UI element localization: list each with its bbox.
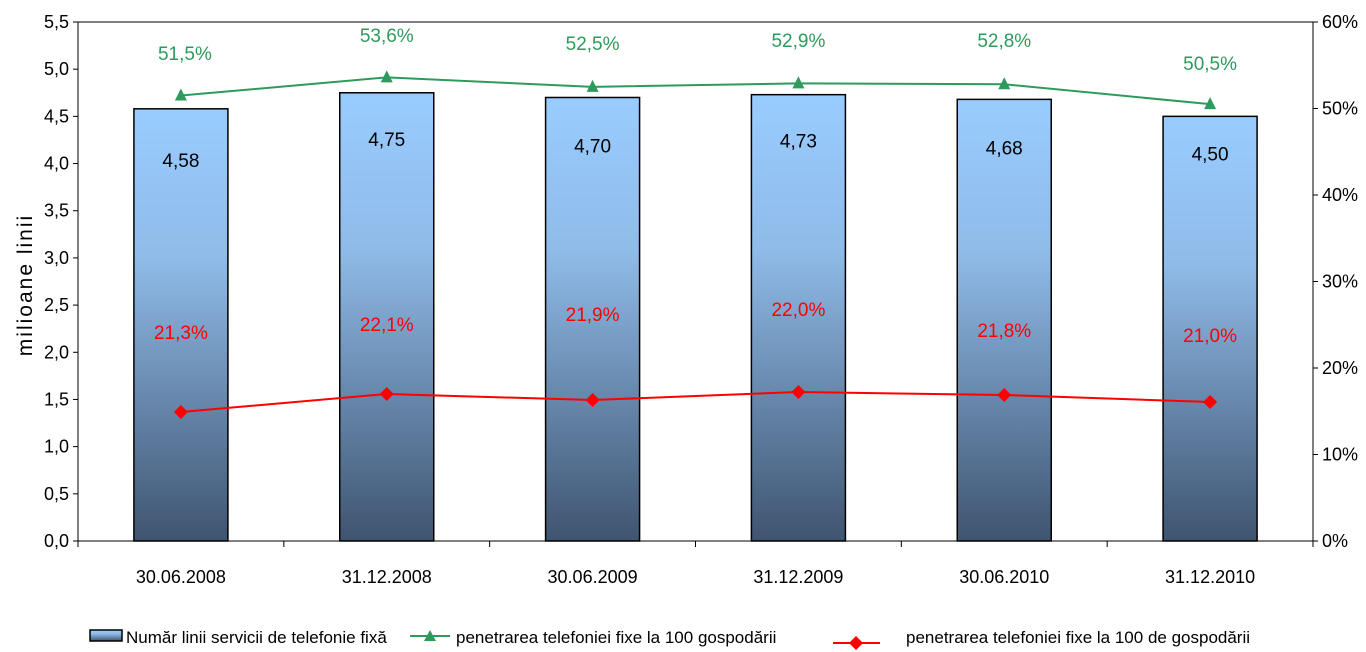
bar-value-label: 4,73 (780, 132, 817, 153)
legend: Număr linii servicii de telefonie fixă p… (89, 628, 1250, 650)
green-value-label: 52,9% (771, 31, 825, 52)
bar (339, 92, 435, 542)
line-series-red (180, 390, 1211, 413)
bar-value-label: 4,58 (162, 151, 199, 172)
y-axis-label: milioane linii (14, 214, 37, 356)
green-value-label: 50,5% (1183, 54, 1237, 75)
red-value-label: 21,8% (977, 321, 1031, 342)
legend-item-bars: Număr linii servicii de telefonie fixă (89, 628, 387, 647)
green-value-label: 53,6% (360, 26, 414, 47)
y-tick-label: 3,0 (44, 248, 69, 268)
y-tick-label: 5,5 (44, 12, 69, 32)
y2-tick-label: 60% (1322, 12, 1358, 32)
red-value-label: 21,3% (154, 323, 208, 344)
x-tick-label: 31.12.2009 (753, 567, 843, 587)
diamond-marker (1203, 395, 1218, 409)
legend-item-red-line: penetrarea telefoniei fixe la 100 de gos… (833, 628, 1250, 650)
x-tick-label: 30.06.2009 (548, 567, 638, 587)
y-tick-label: 0,5 (44, 484, 69, 504)
diamond-marker (585, 393, 600, 407)
bar (544, 96, 641, 542)
y2-tick-label: 40% (1322, 185, 1358, 205)
x-tick-label: 31.12.2010 (1165, 567, 1255, 587)
bar-value-label: 4,68 (986, 138, 1023, 159)
legend-item-green-line: penetrarea telefoniei fixe la 100 gospod… (410, 628, 776, 647)
triangle-marker (380, 70, 393, 83)
red-value-label: 21,9% (566, 305, 620, 326)
x-tick-label: 31.12.2008 (342, 567, 432, 587)
red-value-label: 22,1% (360, 315, 414, 336)
plot-area: 0,0 0,5 1,0 1,5 2,0 2,5 3,0 3,5 4,0 4,5 5,0 5,5 0% 10… (44, 12, 1358, 587)
y-tick-label: 2,0 (44, 342, 69, 362)
y-tick-label: 1,5 (44, 389, 69, 409)
bar-value-label: 4,75 (368, 130, 405, 151)
y2-tick-label: 30% (1322, 272, 1358, 292)
red-value-label: 21,0% (1183, 326, 1237, 347)
legend-bar-swatch (89, 629, 123, 642)
bar-value-label: 4,50 (1192, 144, 1229, 165)
legend-triangle-marker (424, 630, 436, 641)
bar (750, 93, 847, 542)
bar (1162, 115, 1258, 542)
bar (956, 98, 1052, 542)
red-value-label: 22,0% (771, 300, 825, 321)
triangle-marker (998, 77, 1011, 90)
triangle-marker (1204, 97, 1217, 110)
triangle-marker (174, 88, 187, 101)
y2-tick-label: 0% (1322, 531, 1348, 551)
diamond-marker (791, 385, 806, 399)
y-tick-label: 1,0 (44, 437, 69, 457)
triangle-marker (586, 79, 599, 92)
x-tick-label: 30.06.2010 (959, 567, 1049, 587)
y-tick-label: 5,0 (44, 59, 69, 79)
y-tick-label: 3,5 (44, 201, 69, 221)
y-tick-label: 4,0 (44, 154, 69, 174)
legend-diamond-marker (849, 636, 863, 650)
y-tick-label: 2,5 (44, 295, 69, 315)
legend-label-red-line: penetrarea telefoniei fixe la 100 de gos… (906, 628, 1250, 647)
y2-tick-label: 10% (1322, 445, 1358, 465)
legend-label-bars: Număr linii servicii de telefonie fixă (126, 628, 387, 647)
diamond-marker (173, 405, 188, 419)
bar-value-label: 4,70 (574, 136, 611, 157)
y2-tick-label: 50% (1322, 99, 1358, 119)
diamond-marker (379, 387, 394, 401)
y2-tick-label: 20% (1322, 358, 1358, 378)
legend-label-green-line: penetrarea telefoniei fixe la 100 gospod… (456, 628, 776, 647)
y-tick-label: 0,0 (44, 531, 69, 551)
line-series-green (180, 76, 1211, 106)
plot-frame (77, 21, 1314, 542)
bar (133, 108, 229, 542)
green-value-label: 52,5% (566, 34, 620, 55)
y-tick-label: 4,5 (44, 106, 69, 126)
triangle-marker (792, 76, 805, 89)
diamond-marker (997, 388, 1012, 402)
green-value-label: 51,5% (158, 44, 212, 65)
x-tick-label: 30.06.2008 (136, 567, 226, 587)
green-value-label: 52,8% (977, 31, 1031, 52)
